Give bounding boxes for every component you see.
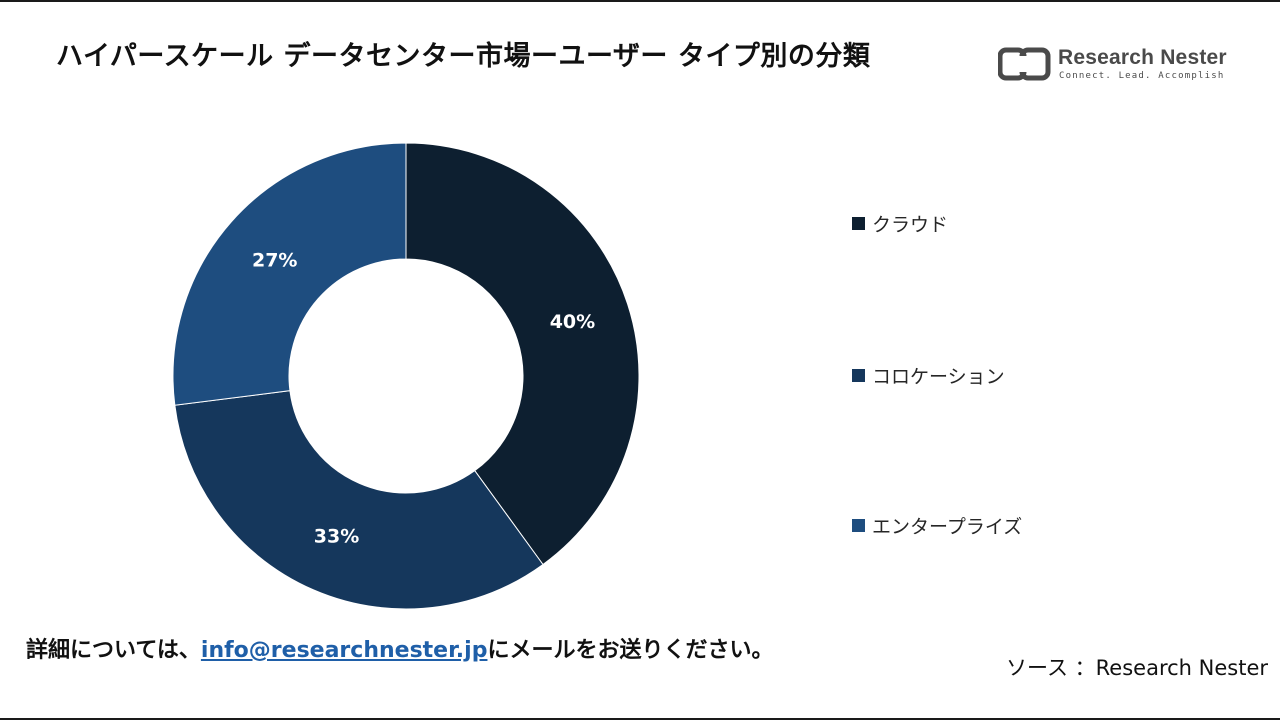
donut-slice-3 (172, 142, 407, 406)
contact-suffix: にメールをお送りください。 (487, 638, 774, 663)
legend-swatch (852, 369, 865, 382)
source-credit: ソース ：Research Nester (1006, 656, 1268, 680)
contact-prefix: 詳細については、 (26, 638, 201, 663)
legend-item-3: エンタープライズ (852, 512, 1022, 539)
logo: Research Nester Connect. Lead. Accomplis… (998, 44, 1228, 88)
logo-tagline: Connect. Lead. Accomplish (1059, 71, 1225, 81)
page-title: ハイパースケール データセンター市場ーユーザー タイプ別の分類 (56, 41, 871, 72)
legend-label: クラウド (872, 214, 949, 236)
legend-label: エンタープライズ (872, 516, 1023, 538)
research-nester-logo-icon (998, 47, 1051, 81)
legend-label: コロケーション (872, 366, 1005, 388)
contact-note: 詳細については、info@researchnester.jpにメールをお送りくだ… (26, 632, 773, 664)
donut-slice-1 (405, 142, 640, 566)
contact-email-link[interactable]: info@researchnester.jp (200, 638, 488, 663)
slice-value-label-1: 40% (550, 311, 595, 333)
slice-value-label-2: 33% (314, 526, 359, 548)
logo-name: Research Nester (1058, 46, 1227, 69)
legend-swatch (852, 519, 865, 532)
donut-slice-2 (174, 390, 544, 610)
legend-item-1: クラウド (852, 210, 948, 237)
legend-swatch (852, 217, 865, 230)
slice-value-label-3: 27% (252, 249, 297, 271)
legend-item-2: コロケーション (852, 362, 1005, 389)
